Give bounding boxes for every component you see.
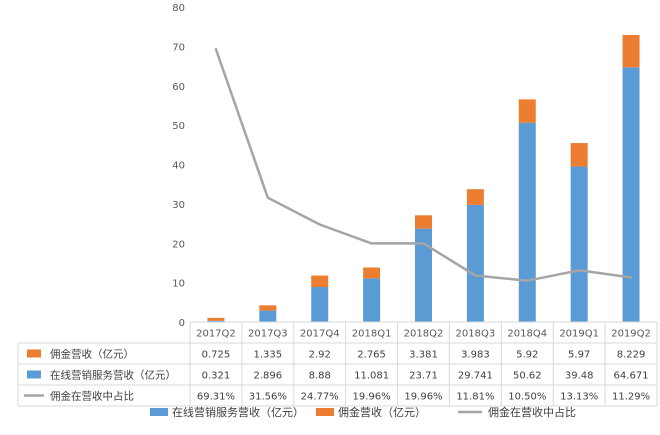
bar <box>622 34 640 68</box>
bar <box>207 320 225 322</box>
table-row-key <box>27 349 41 358</box>
bar <box>259 305 277 311</box>
bar <box>311 287 329 322</box>
legend-label: 在线营销服务营收（亿元） <box>172 405 304 419</box>
bar <box>363 278 381 322</box>
table-cell: 64.671 <box>614 371 649 382</box>
table-cell: 10.50% <box>508 392 546 403</box>
x-tick-label: 2018Q1 <box>352 329 392 340</box>
x-tick-label: 2017Q3 <box>248 329 288 340</box>
legend-key <box>150 408 168 416</box>
y-axis: 0 10 20 30 40 50 60 70 80 <box>172 3 185 329</box>
table-cell: 1.335 <box>254 350 283 361</box>
y-tick-label: 20 <box>172 239 185 250</box>
table-cell: 13.13% <box>560 392 598 403</box>
table-cell: 19.96% <box>404 392 442 403</box>
line-point <box>629 276 633 279</box>
legend: 在线营销服务营收（亿元） 佣金营收（亿元） 佣金在营收中占比 <box>150 405 576 419</box>
line-point <box>266 196 270 199</box>
line-point <box>214 47 218 51</box>
bar <box>415 215 432 229</box>
table-cell: 2.765 <box>357 350 386 361</box>
x-tick-label: 2019Q1 <box>559 329 599 340</box>
line-point <box>474 274 477 277</box>
table-cell: 5.97 <box>568 350 590 361</box>
table-row-label: 在线营销服务营收（亿元） <box>50 369 176 382</box>
table-cell: 23.71 <box>409 371 438 382</box>
bar <box>259 310 277 322</box>
x-tick-label: 2017Q4 <box>300 329 340 340</box>
y-tick-label: 80 <box>172 3 185 14</box>
line-series <box>214 47 633 282</box>
table-cell: 50.62 <box>513 371 542 382</box>
x-tick-label: 2018Q4 <box>507 329 547 340</box>
table-cell: 19.96% <box>353 392 391 403</box>
legend-label: 佣金在营收中占比 <box>488 405 576 419</box>
bar <box>570 166 588 322</box>
line-point <box>318 223 321 226</box>
table-row-key <box>27 370 41 379</box>
y-tick-label: 70 <box>172 42 185 53</box>
table-cell: 0.725 <box>202 350 231 361</box>
table-cell: 24.77% <box>301 392 339 403</box>
x-tick-label: 2019Q2 <box>611 329 651 340</box>
table-cell: 11.81% <box>456 392 494 403</box>
bar <box>207 317 225 321</box>
y-tick-label: 30 <box>172 200 185 211</box>
x-tick-label: 2018Q3 <box>456 329 496 340</box>
legend-label: 佣金营收（亿元） <box>338 405 426 419</box>
table-cell: 8.229 <box>617 350 646 361</box>
y-tick-label: 0 <box>179 318 185 329</box>
table-cell: 3.381 <box>409 350 438 361</box>
bar <box>415 228 432 322</box>
bar <box>466 189 484 205</box>
table-row-label: 佣金在营收中占比 <box>50 390 134 403</box>
table-cell: 2.92 <box>309 350 331 361</box>
line-point <box>370 242 373 245</box>
x-tick-label: 2018Q2 <box>404 329 444 340</box>
table-cell: 0.321 <box>202 371 231 382</box>
y-tick-label: 60 <box>172 82 185 93</box>
table-cell: 69.31% <box>197 392 235 403</box>
table-cell: 39.48 <box>565 371 594 382</box>
y-tick-label: 50 <box>172 121 185 132</box>
legend-key <box>316 408 334 416</box>
y-tick-label: 10 <box>172 279 185 290</box>
bar <box>570 143 588 167</box>
table-cell: 2.896 <box>254 371 283 382</box>
bar <box>311 275 329 288</box>
y-tick-label: 40 <box>172 161 185 172</box>
x-tick-label: 2017Q2 <box>196 329 236 340</box>
table-cell: 3.983 <box>461 350 490 361</box>
table-row-label: 佣金营收（亿元） <box>50 348 134 361</box>
bar <box>518 99 536 123</box>
bar <box>363 267 381 279</box>
bar <box>466 204 484 322</box>
table-cell: 31.56% <box>249 392 287 403</box>
bars <box>207 34 640 322</box>
line-point <box>577 269 581 272</box>
table-cell: 11.29% <box>612 392 650 403</box>
line-point <box>422 242 425 245</box>
table-cell: 11.081 <box>354 371 389 382</box>
bar <box>622 67 640 322</box>
data-table: 2017Q2 2017Q3 2017Q4 2018Q1 2018Q2 2018Q3 2018… <box>17 321 658 407</box>
line-point <box>526 279 529 282</box>
table-cell: 8.88 <box>309 371 331 382</box>
table-cell: 29.741 <box>458 371 493 382</box>
bar <box>518 122 536 322</box>
table-cell: 5.92 <box>516 350 538 361</box>
